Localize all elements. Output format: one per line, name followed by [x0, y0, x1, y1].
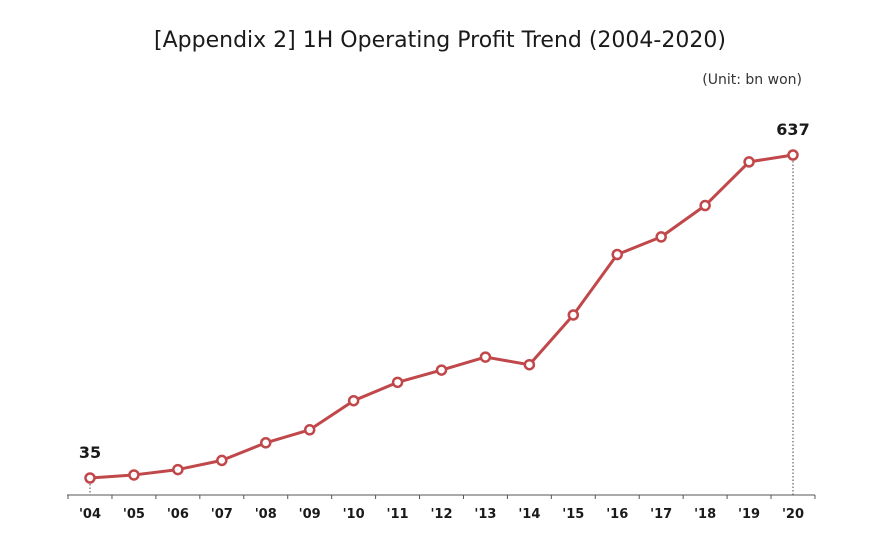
x-tick-label: '18: [694, 507, 716, 522]
data-point: [567, 309, 580, 321]
data-point: [347, 394, 360, 407]
x-tick-label: '10: [343, 507, 365, 522]
x-tick-label: '07: [211, 507, 233, 522]
data-point: [391, 376, 404, 389]
chart-title: [Appendix 2] 1H Operating Profit Trend (…: [154, 28, 726, 53]
data-label: 637: [776, 120, 809, 139]
x-tick-label: '08: [255, 507, 277, 522]
x-tick-label: '13: [474, 507, 496, 522]
x-tick-label: '09: [299, 507, 321, 522]
series-line: [89, 153, 794, 480]
x-tick-label: '15: [562, 507, 584, 522]
data-point: [435, 364, 448, 376]
x-tick-label: '12: [430, 507, 452, 522]
x-tick-label: '11: [387, 507, 409, 522]
data-point: [260, 437, 272, 449]
data-point: [479, 351, 492, 363]
x-tick-label: '20: [782, 507, 804, 522]
data-point: [699, 199, 711, 212]
x-tick-label: '05: [123, 507, 145, 522]
data-point: [172, 463, 184, 476]
data-point: [743, 156, 755, 168]
data-point: [84, 472, 96, 484]
data-point: [655, 231, 667, 243]
data-point: [787, 149, 799, 161]
x-tick-label: '19: [738, 507, 760, 522]
x-tick-label: '06: [167, 507, 189, 522]
data-point: [216, 454, 228, 467]
data-label: 35: [79, 443, 101, 462]
data-point: [128, 469, 140, 481]
data-point: [523, 358, 536, 371]
x-tick-label: '04: [79, 507, 101, 522]
data-point: [303, 424, 316, 436]
unit-label: (Unit: bn won): [702, 72, 802, 88]
x-tick-label: '14: [518, 507, 540, 522]
x-tick-label: '17: [650, 507, 672, 522]
data-point: [611, 248, 623, 261]
x-tick-label: '16: [606, 507, 628, 522]
